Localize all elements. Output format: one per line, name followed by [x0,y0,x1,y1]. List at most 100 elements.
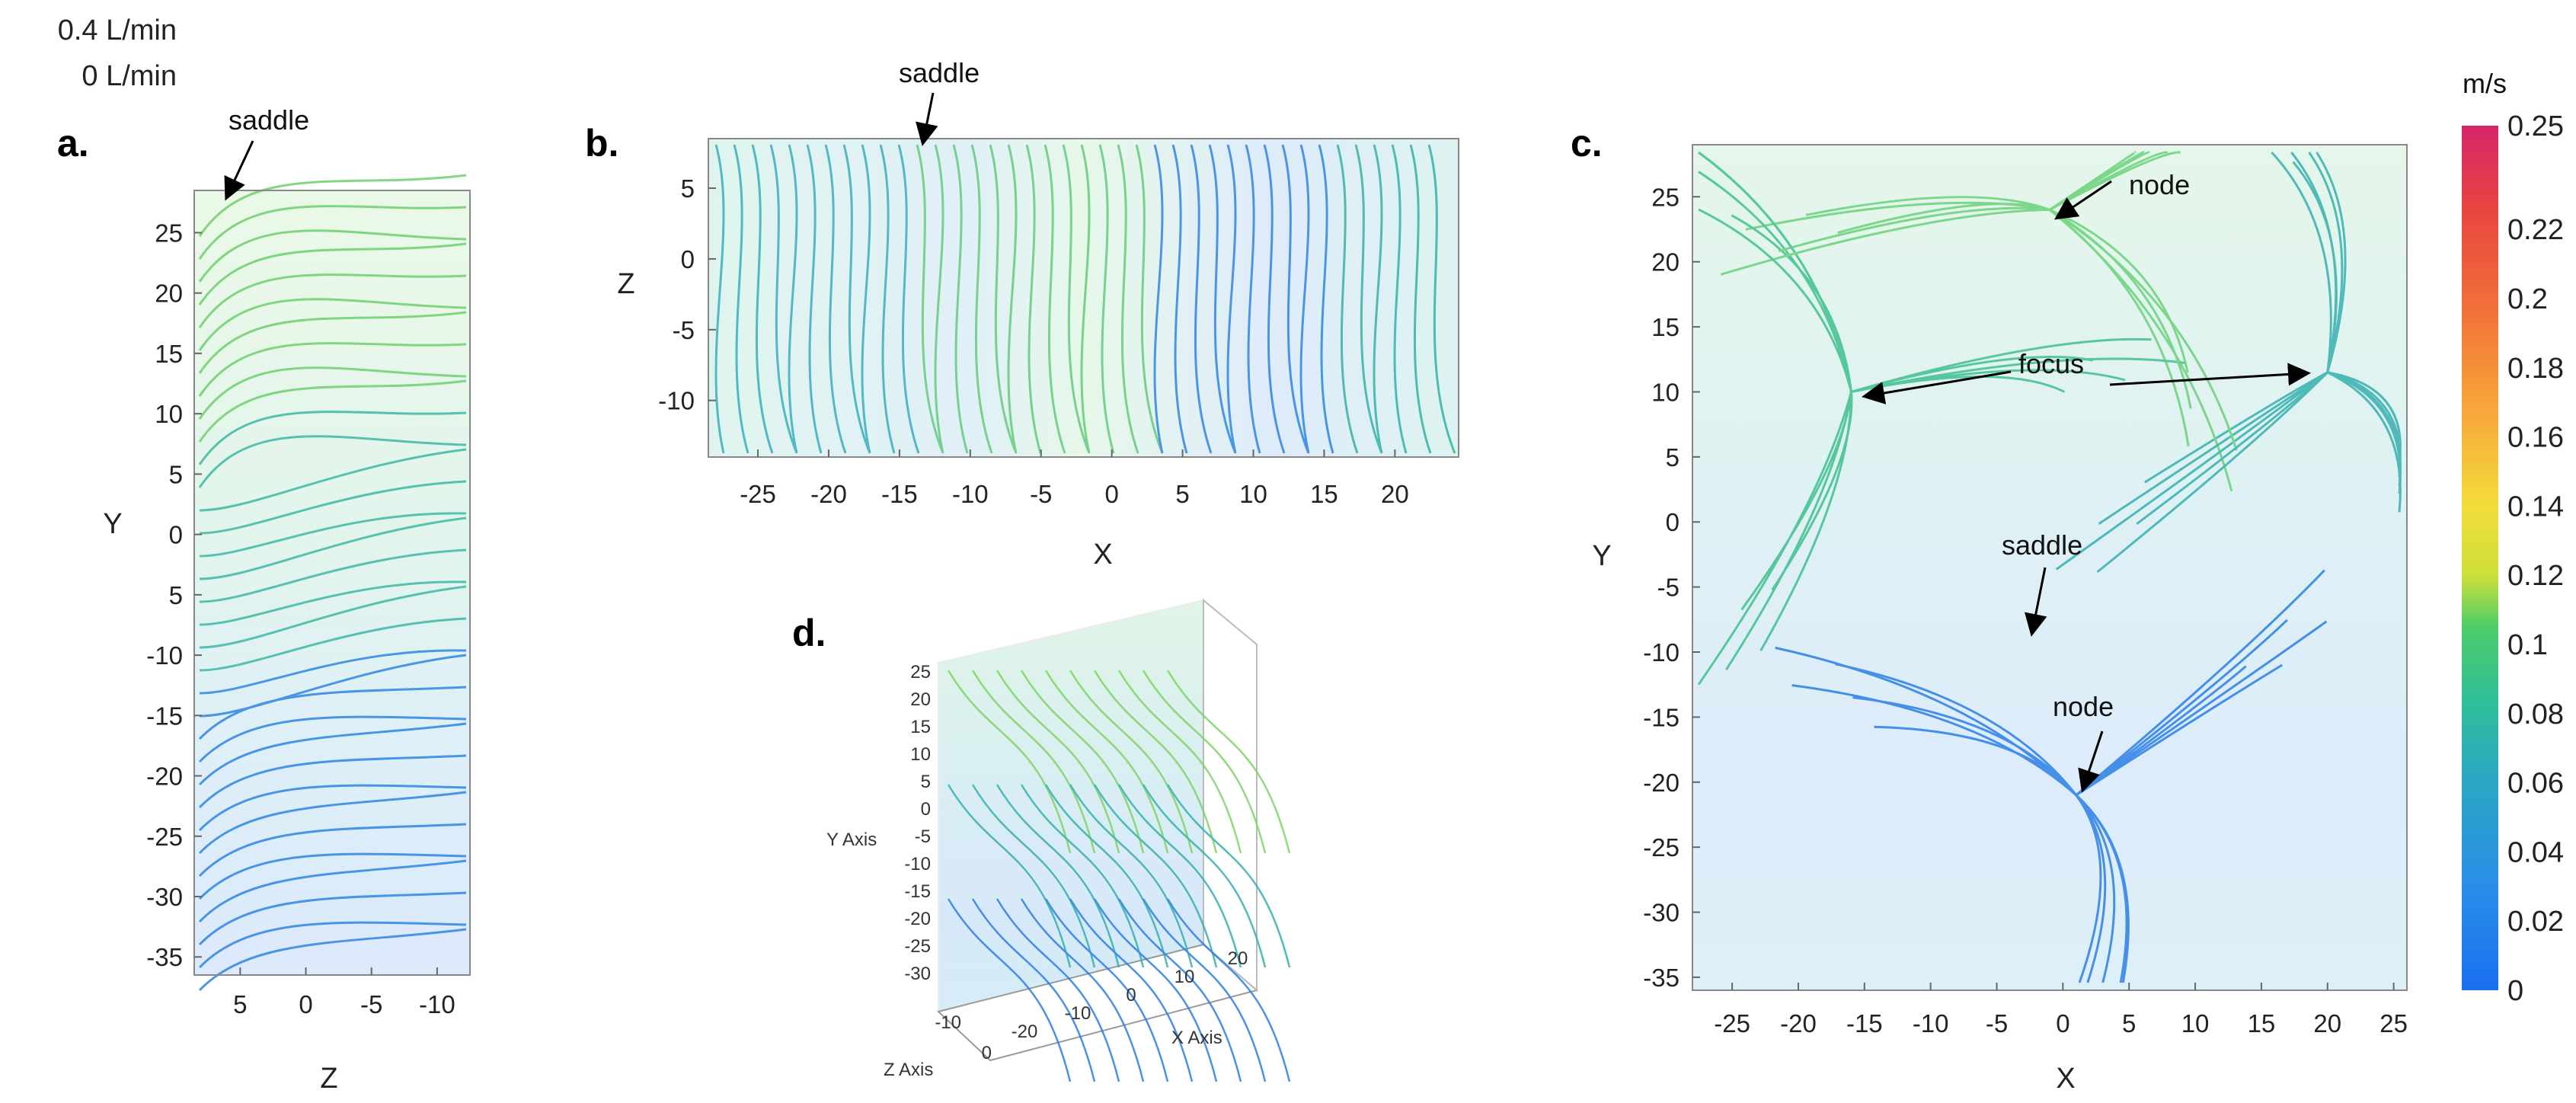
streamline [198,205,467,260]
streamline [199,654,467,718]
tick-label: 5 [2122,1009,2136,1037]
streamline [1007,144,1018,454]
streamline [1731,214,1852,392]
streamline [1117,784,1242,968]
tick-label: 25 [1651,183,1680,211]
annotation: saddle [229,104,309,136]
tick-label: 0 [681,245,695,273]
tick-label: -25 [1714,1009,1750,1037]
streamline [1208,144,1237,454]
tick-label: 15 [1310,480,1338,508]
plot-area [1692,145,2407,990]
tick-label: -10 [935,1012,961,1033]
streamline [1117,144,1139,454]
streamline [1409,144,1432,454]
flow-rate-label: 0.4 L/min [58,14,177,46]
axis-label: X [1093,539,1112,571]
tick-label: -5 [673,316,695,344]
streamline [947,670,1072,854]
streamline [198,435,467,488]
streamline [1142,670,1267,854]
streamline [2292,161,2338,373]
colorbar-ticks: 0.25 0.22 0.2 0.18 0.16 0.14 0.12 0.1 0.08 0.06 0.… [2507,110,2564,1007]
tick-label: -5 [1030,480,1052,508]
tick-label: -25 [904,936,931,957]
streamline [996,898,1120,1082]
tick-label: 0 [169,521,183,549]
panel-b: b. -25 -20 -15 -10 -5 0 5 10 15 20 5 0 -5 -10 Z X sad… [585,57,1459,571]
streamline [2327,371,2402,513]
tick-label: -20 [1012,1021,1038,1042]
tick-label: 10 [1239,480,1267,508]
streamline [861,144,871,454]
streamline [952,144,969,454]
streamline [1093,670,1218,854]
streamline [1166,898,1291,1082]
streamline [1805,196,2050,216]
streamline [1299,144,1310,454]
streamline [947,898,1072,1082]
axis-label: Z Axis [884,1060,933,1080]
streamline [198,411,467,465]
streamline [198,722,467,786]
tick-label: -10 [146,641,183,670]
panel-label: b. [585,122,618,165]
axis-label: Z [320,1063,337,1095]
streamline [198,754,467,809]
streamline [198,273,467,328]
streamline [947,784,1072,968]
streamline [199,516,467,580]
panel-d: d. 2520151050-5-10-15-20-25-30-20-100102… [792,598,1291,1082]
plot-frame [1692,144,2408,991]
streamline [1142,784,1267,968]
streamline [1142,898,1267,1082]
tick-label: 5 [1666,443,1680,472]
tick-label: -15 [904,881,931,902]
colorbar-tick-label: 0 [2507,975,2523,1007]
tick-label: 10 [2181,1009,2210,1037]
flow-rate-label: 0 L/min [81,60,177,92]
annotation: saddle [2002,529,2082,561]
colorbar-tick-label: 0.25 [2507,110,2564,142]
streamline [1427,144,1456,454]
tick-label: 10 [910,744,931,765]
streamline [2055,371,2328,571]
streamline [2271,151,2332,373]
colorbar-tick-label: 0.18 [2507,353,2564,385]
tick-labels: -25 -20 -15 -10 -5 0 5 10 15 20 25 25 20 15 10 5 0 -5 -10 -… [1643,183,2408,1037]
colorbar-tick-label: 0.12 [2507,560,2564,592]
streamline [1069,670,1194,854]
tick-label: 25 [2379,1009,2408,1037]
streamline [824,144,847,454]
streamlines [947,670,1291,1082]
streamline [1391,144,1408,454]
streamline [916,144,944,454]
tick-label: 20 [1228,948,1248,969]
colorbar-gradient [2462,126,2498,990]
streamline [198,229,467,283]
streamline [1093,898,1218,1082]
tick-label: -15 [1643,703,1680,731]
axis-label: X [2056,1063,2075,1095]
streamline [1166,784,1291,968]
panel-c: c. -25 -20 -15 -10 -5 0 5 10 15 20 252520151050-5-… [1571,122,2408,1095]
tick-label: 0 [921,799,931,820]
streamline [198,784,467,832]
streamline [2327,371,2402,487]
streamline [198,366,467,420]
tick-label: -35 [1643,964,1680,992]
axis-label: Y [103,508,122,540]
colorbar-tick-label: 0.02 [2507,906,2564,938]
tick-label: -10 [1643,638,1680,667]
tick-label: 5 [169,581,183,609]
tick-label: 0 [982,1043,992,1063]
streamline [769,144,798,454]
tick-labels: 25 20 15 10 5 0 -5 -10 -15 -20 -25 -30 -20 -10 0 10 20 -1… [904,662,1248,1063]
streamline [1080,144,1091,454]
streamline [1725,392,1852,671]
streamline [2075,619,2288,797]
colorbar-tick-label: 0.2 [2507,283,2548,315]
streamline [2049,151,2181,211]
streamline [2049,151,2146,211]
